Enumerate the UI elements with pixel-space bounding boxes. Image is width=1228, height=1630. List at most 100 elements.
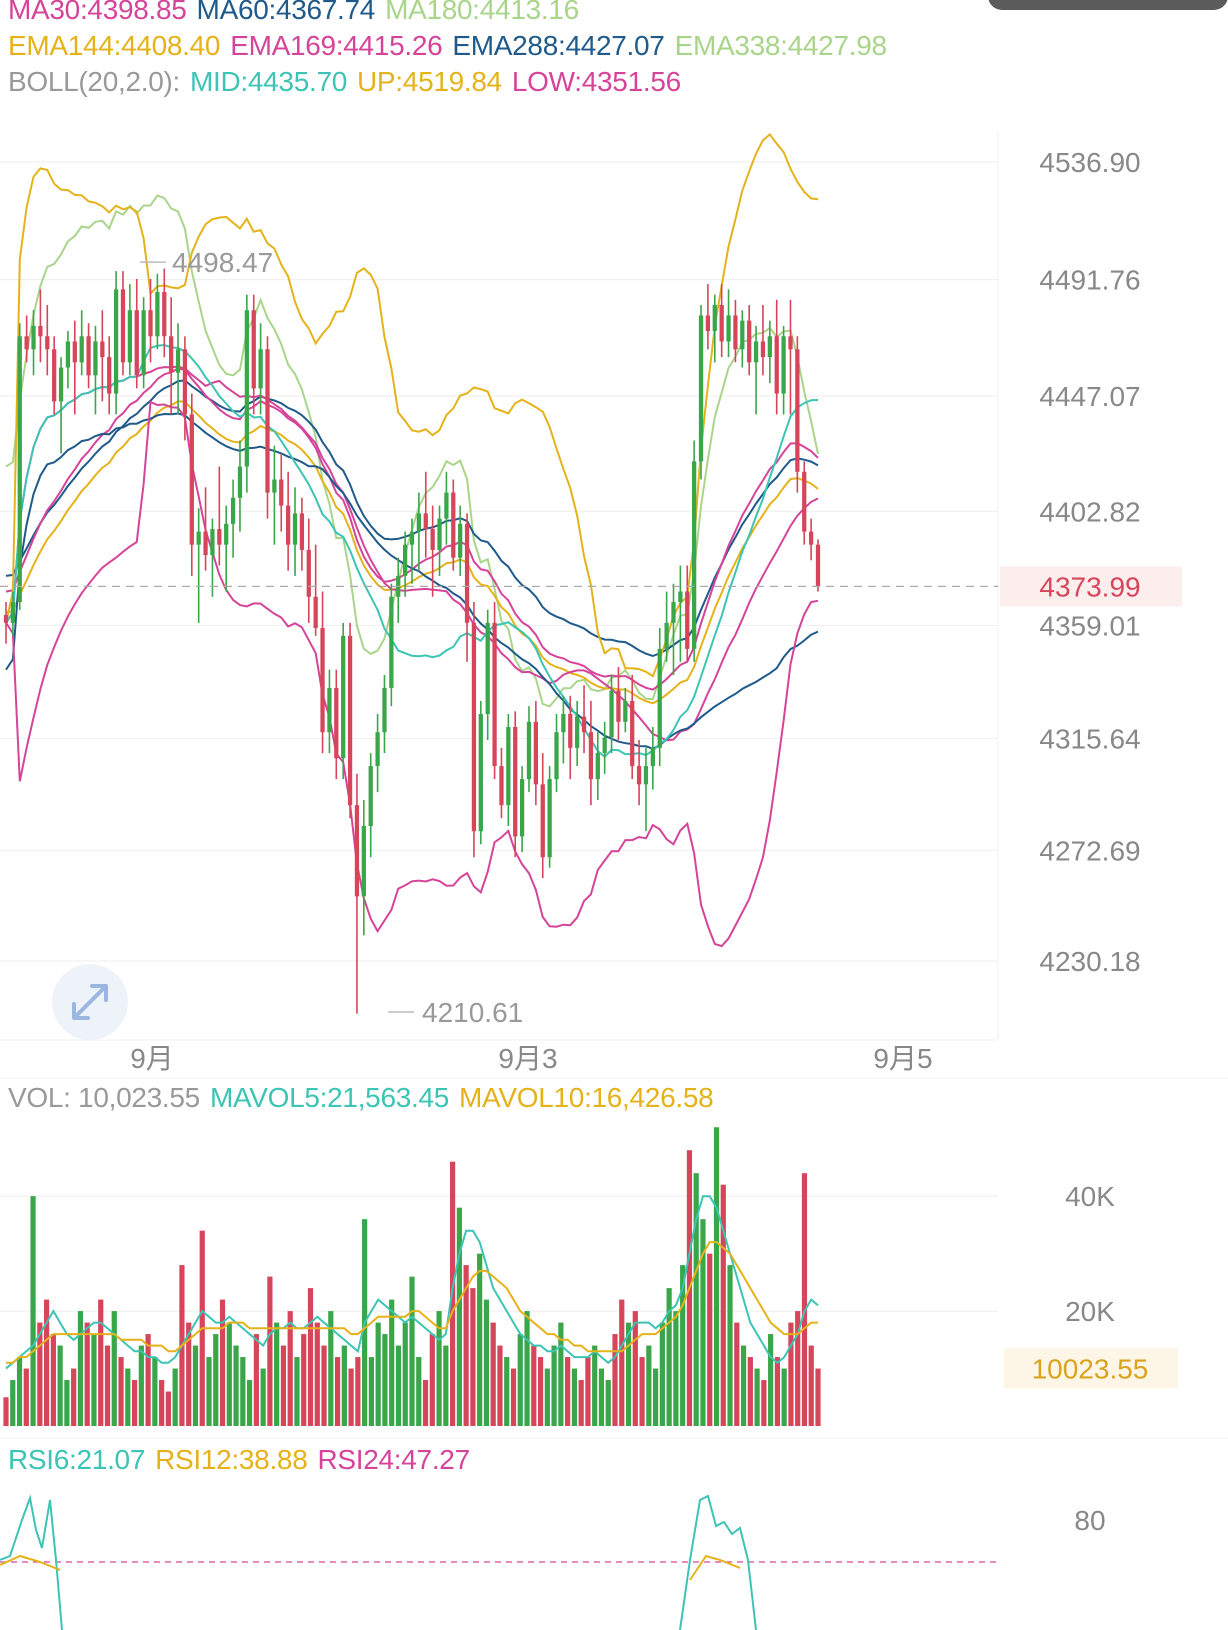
candle-body <box>24 336 29 350</box>
volume-bar <box>646 1345 652 1426</box>
candle-body <box>643 766 649 785</box>
volume-bar <box>172 1368 178 1426</box>
volume-bar <box>274 1322 280 1426</box>
candle-body <box>430 529 435 550</box>
volume-bar <box>402 1322 408 1426</box>
candle-body <box>657 648 662 748</box>
volume-bar <box>571 1368 577 1426</box>
candle-body <box>506 727 511 806</box>
candle-body <box>698 315 704 462</box>
candle-body <box>341 635 346 759</box>
volume-last-tag-bg <box>1004 1348 1178 1389</box>
candle-body <box>526 721 532 780</box>
volume-bar <box>436 1311 442 1426</box>
candle-body <box>685 591 690 649</box>
expand-button[interactable] <box>52 964 128 1040</box>
rsi-legend-item-2: RSI24:47.27 <box>317 1444 470 1475</box>
volume-legend-item-1: MAVOL5:21,563.45 <box>209 1082 450 1113</box>
volume-bar <box>456 1207 462 1426</box>
volume-bar <box>16 1357 23 1426</box>
candle-body <box>93 341 98 376</box>
candle-body <box>313 596 318 629</box>
mavol5-line <box>5 1195 819 1370</box>
volume-bar <box>544 1368 550 1426</box>
candle-body <box>802 471 807 532</box>
ma-legend: MA30:4398.85 MA60:4367.74 MA180:4413.16 <box>8 0 589 26</box>
volume-bar <box>443 1345 449 1426</box>
candle-body <box>3 615 9 623</box>
price-tick-label: 4315.64 <box>1039 723 1140 754</box>
candle-body <box>162 291 167 337</box>
candle-body <box>478 713 483 832</box>
candle-body <box>113 289 119 394</box>
volume-bar <box>734 1322 740 1426</box>
volume-bar <box>334 1357 341 1426</box>
price-tick-label: 4359.01 <box>1039 610 1140 641</box>
candle-body <box>389 596 394 688</box>
candle-body <box>561 713 566 733</box>
ma-legend-item-0: MA30:4398.85 <box>8 0 187 25</box>
candle-body <box>519 779 525 837</box>
price-tick-label: 4536.90 <box>1039 147 1140 178</box>
candle-body <box>141 310 146 376</box>
volume-bar <box>490 1322 496 1426</box>
candle-body <box>636 766 642 785</box>
top-scroll-handle[interactable] <box>988 0 1228 10</box>
candle-body <box>726 315 731 342</box>
volume-bar <box>389 1299 395 1426</box>
candle-body <box>547 779 552 858</box>
volume-bar <box>321 1345 327 1426</box>
volume-bar <box>118 1357 124 1426</box>
volume-tick-label: 40K <box>1065 1181 1115 1212</box>
rsi-legend-item-0: RSI6:21.07 <box>8 1444 146 1475</box>
candle-body <box>678 591 683 602</box>
volume-bar <box>226 1322 232 1426</box>
volume-bar <box>673 1311 679 1426</box>
volume-bar <box>558 1322 564 1426</box>
volume-bar <box>815 1368 821 1426</box>
last-price-label: 4373.99 <box>1039 571 1140 602</box>
candle-body <box>471 622 477 832</box>
volume-bar <box>707 1253 713 1426</box>
candle-body <box>272 479 277 493</box>
volume-bar <box>44 1299 50 1426</box>
volume-bar <box>720 1184 726 1426</box>
volume-bar <box>524 1311 530 1426</box>
volume-bar <box>483 1299 490 1426</box>
candle-body <box>65 341 71 368</box>
volume-bar <box>368 1357 374 1426</box>
candle-body <box>10 601 16 623</box>
candle-body <box>244 310 249 467</box>
candle-body <box>347 635 353 806</box>
candle-body <box>148 310 153 337</box>
volume-bar <box>754 1368 760 1426</box>
volume-bar <box>64 1380 70 1426</box>
rsi6-line <box>0 1494 63 1630</box>
volume-bar <box>91 1334 97 1426</box>
candle-body <box>120 289 126 363</box>
volume-bar <box>700 1219 706 1426</box>
candle-body <box>533 721 538 785</box>
candle-body <box>175 349 181 373</box>
candle-body <box>513 727 518 837</box>
high-marker-label: 4498.47 <box>172 247 273 278</box>
candle-body <box>17 336 22 602</box>
candle-body <box>719 305 724 342</box>
ema-legend: EMA144:4408.40 EMA169:4415.26 EMA288:4427.… <box>8 30 897 62</box>
ma-legend-item-2: MA180:4413.16 <box>385 0 579 25</box>
volume-bar <box>77 1311 84 1426</box>
volume-bar <box>625 1322 632 1426</box>
volume-bar <box>409 1276 415 1426</box>
volume-bar <box>619 1299 625 1426</box>
volume-last-label: 10023.55 <box>1032 1353 1149 1384</box>
price-tick-label: 4402.82 <box>1039 496 1140 527</box>
candle-body <box>306 549 311 597</box>
volume-bar <box>152 1357 158 1426</box>
candle-body <box>581 716 587 733</box>
volume-bar <box>159 1380 165 1426</box>
volume-bar <box>294 1357 300 1426</box>
volume-bar <box>165 1391 171 1426</box>
volume-bar <box>808 1345 814 1426</box>
volume-bar <box>497 1345 503 1426</box>
